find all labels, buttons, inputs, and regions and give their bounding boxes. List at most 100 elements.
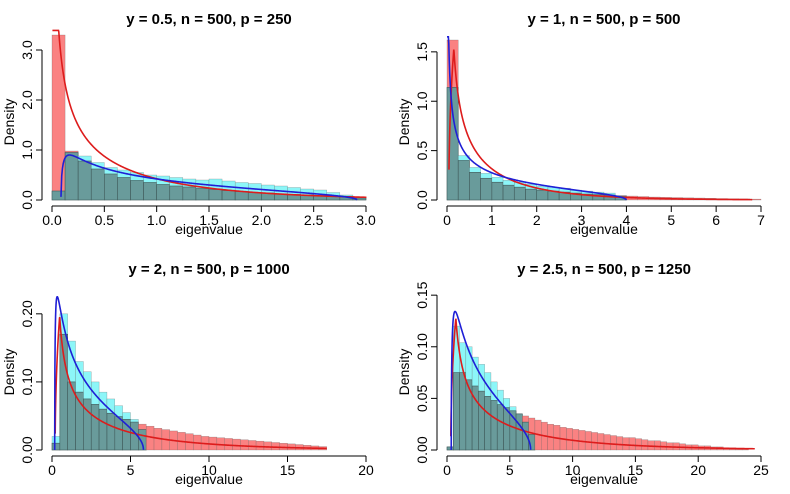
- x-axis-label: eigenvalue: [175, 221, 243, 237]
- blue-density-curve: [53, 295, 145, 450]
- overlap-histogram-bar: [234, 191, 249, 201]
- y-tick-label: 1.0: [414, 91, 430, 111]
- overlap-histogram-bar: [64, 152, 79, 201]
- overlap-histogram-bar: [195, 188, 210, 201]
- x-tick-label: 10: [565, 462, 581, 478]
- overlap-histogram-bar: [503, 407, 511, 451]
- y-tick-label: 2.0: [19, 90, 35, 110]
- overlap-histogram-bar: [465, 379, 473, 451]
- panel-1: y = 0.5, n = 500, p = 250 eigenvalue Den…: [1, 11, 376, 237]
- x-tick-label: 5: [127, 462, 135, 478]
- y-tick-label: 0.00: [19, 436, 35, 463]
- x-tick-label: 2.0: [252, 212, 272, 228]
- x-tick-label: 2.5: [304, 212, 324, 228]
- red-histogram-bar: [51, 34, 66, 201]
- red-histogram-bar: [603, 434, 611, 451]
- x-tick-label: 5: [506, 462, 514, 478]
- overlap-histogram-bar: [90, 404, 100, 451]
- overlap-histogram-bar: [104, 173, 118, 201]
- overlap-histogram-bar: [51, 190, 66, 201]
- overlap-histogram-bar: [51, 442, 61, 451]
- overlap-histogram-bar: [106, 412, 116, 451]
- x-tick-label: 0: [443, 212, 451, 228]
- x-tick-label: 10: [201, 462, 217, 478]
- blue-density-curve: [60, 154, 358, 201]
- y-tick-label: 3.0: [19, 40, 35, 60]
- blue-density-curve: [447, 36, 628, 201]
- overlap-histogram-bar: [156, 184, 171, 201]
- y-tick-label: 0.10: [414, 333, 430, 360]
- x-tick-label: 3: [578, 212, 586, 228]
- x-axis-label: eigenvalue: [175, 471, 243, 487]
- overlap-histogram-bar: [169, 185, 184, 201]
- x-tick-label: 20: [690, 462, 706, 478]
- panel-3: y = 2, n = 500, p = 1000 eigenvalue Dens…: [1, 261, 374, 487]
- overlap-histogram-bar: [480, 177, 493, 201]
- red-histogram-bar: [240, 439, 249, 451]
- red-histogram-bar: [232, 438, 241, 451]
- overlap-histogram-bar: [352, 197, 367, 201]
- y-tick-label: 0.5: [414, 141, 430, 161]
- overlap-histogram-bar: [478, 390, 485, 451]
- overlap-histogram-bar: [130, 180, 144, 201]
- y-axis-label: Density: [396, 99, 412, 146]
- overlap-histogram-bar: [459, 372, 467, 451]
- panel-4: y = 2.5, n = 500, p = 1250 eigenvalue De…: [396, 261, 769, 487]
- y-tick-label: 0.00: [414, 436, 430, 463]
- x-tick-label: 1: [488, 212, 496, 228]
- y-axis-label: Density: [1, 99, 17, 146]
- red-histogram-bar: [610, 435, 617, 451]
- red-histogram-bar: [248, 440, 257, 451]
- red-density-curve: [54, 317, 327, 450]
- y-tick-label: 0.10: [19, 368, 35, 395]
- overlap-histogram-bar: [208, 189, 223, 201]
- overlap-histogram-bar: [502, 184, 515, 201]
- overlap-histogram-bar: [77, 160, 92, 201]
- red-histogram-bar: [641, 439, 649, 451]
- overlap-histogram-bar: [446, 446, 454, 451]
- overlap-histogram-bar: [247, 192, 262, 201]
- x-tick-label: 6: [712, 212, 720, 228]
- overlap-histogram-bar: [452, 372, 460, 451]
- overlap-histogram-bar: [98, 408, 108, 451]
- overlap-histogram-bar: [446, 87, 459, 201]
- plot-area: [51, 29, 367, 201]
- y-tick-label: 0.15: [414, 281, 430, 308]
- x-tick-label: 1.0: [147, 212, 167, 228]
- x-tick-label: 7: [757, 212, 765, 228]
- y-tick-label: 0.20: [19, 300, 35, 327]
- x-tick-label: 1.5: [199, 212, 219, 228]
- overlap-histogram-bar: [484, 396, 492, 451]
- chart-title: y = 2, n = 500, p = 1000: [128, 261, 289, 278]
- red-histogram-bar: [591, 432, 598, 451]
- overlap-histogram-bar: [457, 160, 470, 201]
- red-histogram-bar: [635, 438, 642, 451]
- overlap-histogram-bar: [83, 398, 92, 451]
- x-tick-label: 5: [667, 212, 675, 228]
- x-tick-label: 2: [533, 212, 541, 228]
- chart-title: y = 2.5, n = 500, p = 1250: [517, 261, 691, 278]
- y-tick-label: 0.05: [414, 385, 430, 412]
- y-tick-label: 1.5: [414, 42, 430, 62]
- overlap-histogram-bar: [536, 189, 549, 201]
- x-tick-label: 0.5: [95, 212, 115, 228]
- chart-title: y = 1, n = 500, p = 500: [527, 11, 680, 28]
- y-tick-label: 0.0: [19, 190, 35, 210]
- overlap-histogram-bar: [114, 416, 123, 451]
- red-density-curve: [448, 49, 753, 201]
- red-histogram-bar: [622, 437, 630, 451]
- overlap-histogram-bar: [469, 172, 481, 201]
- red-histogram-bar: [584, 431, 592, 451]
- overlap-histogram-bar: [90, 168, 105, 201]
- chart-title: y = 0.5, n = 500, p = 250: [126, 11, 292, 28]
- overlap-histogram-bar: [491, 181, 504, 201]
- x-axis-label: eigenvalue: [570, 471, 638, 487]
- red-histogram-bar: [224, 438, 233, 451]
- plot-area: [51, 295, 327, 451]
- overlap-histogram-bar: [513, 186, 526, 201]
- x-tick-label: 0: [443, 462, 451, 478]
- overlap-histogram-bar: [515, 413, 523, 451]
- y-tick-label: 1.0: [19, 140, 35, 160]
- overlap-histogram-bar: [143, 182, 157, 201]
